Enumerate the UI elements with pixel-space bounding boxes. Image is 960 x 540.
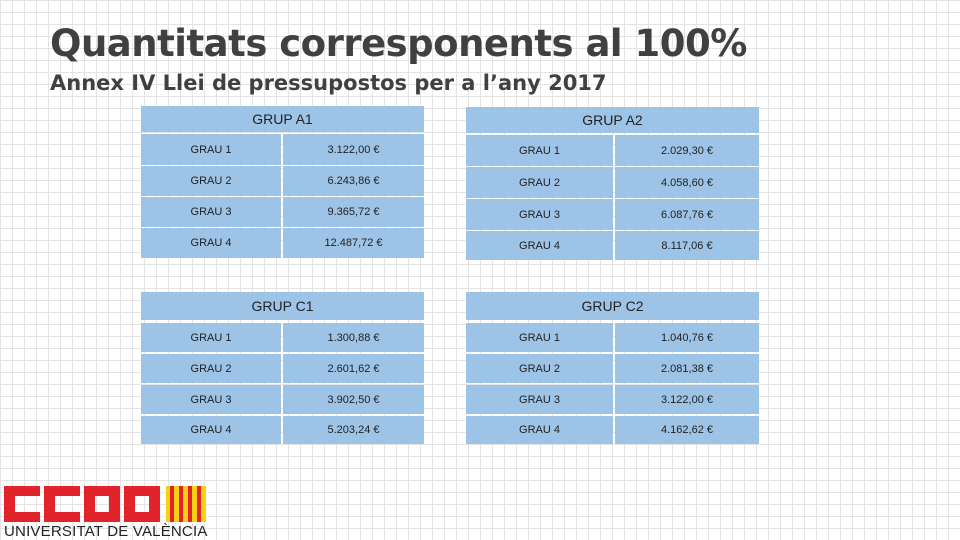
- grade-label: GRAU 3: [466, 199, 613, 230]
- grade-label: GRAU 1: [466, 323, 613, 352]
- grade-amount: 5.203,24 €: [283, 416, 424, 444]
- grade-amount: 8.117,06 €: [615, 231, 759, 260]
- grade-amount: 12.487,72 €: [283, 228, 424, 258]
- page-title: Quantitats corresponents al 100%: [50, 22, 747, 65]
- grade-label: GRAU 4: [141, 416, 281, 444]
- ccoo-logo: UNIVERSITAT DE VALÈNCIA: [4, 486, 209, 540]
- grade-amount: 3.902,50 €: [283, 385, 424, 414]
- grade-amount: 4.162,62 €: [615, 416, 759, 444]
- grade-label: GRAU 3: [466, 385, 613, 414]
- grade-label: GRAU 3: [141, 197, 281, 227]
- grade-amount: 2.601,62 €: [283, 354, 424, 383]
- grade-label: GRAU 1: [141, 134, 281, 165]
- grade-amount: 1.040,76 €: [615, 323, 759, 352]
- grade-label: GRAU 2: [466, 354, 613, 383]
- grade-amount: 6.243,86 €: [283, 166, 424, 196]
- grade-amount: 1.300,88 €: [283, 323, 424, 352]
- grade-amount: 6.087,76 €: [615, 199, 759, 230]
- table-header: GRUP C1: [141, 292, 424, 320]
- table-header: GRUP A2: [466, 107, 759, 133]
- grade-label: GRAU 2: [466, 167, 613, 198]
- grade-amount: 2.029,30 €: [615, 135, 759, 166]
- grade-amount: 9.365,72 €: [283, 197, 424, 227]
- grade-amount: 3.122,00 €: [615, 385, 759, 414]
- ccoo-logo-icon: [4, 486, 206, 522]
- grade-label: GRAU 1: [466, 135, 613, 166]
- grade-amount: 3.122,00 €: [283, 134, 424, 165]
- table-header: GRUP A1: [141, 106, 424, 132]
- grade-amount: 4.058,60 €: [615, 167, 759, 198]
- grade-label: GRAU 2: [141, 354, 281, 383]
- grade-label: GRAU 1: [141, 323, 281, 352]
- grade-label: GRAU 2: [141, 166, 281, 196]
- grade-label: GRAU 4: [141, 228, 281, 258]
- page-subtitle: Annex IV Llei de pressupostos per a l’an…: [50, 71, 607, 95]
- grade-label: GRAU 4: [466, 231, 613, 260]
- grade-amount: 2.081,38 €: [615, 354, 759, 383]
- table-header: GRUP C2: [466, 292, 759, 320]
- grade-label: GRAU 4: [466, 416, 613, 444]
- logo-text: UNIVERSITAT DE VALÈNCIA: [4, 523, 208, 540]
- grade-label: GRAU 3: [141, 385, 281, 414]
